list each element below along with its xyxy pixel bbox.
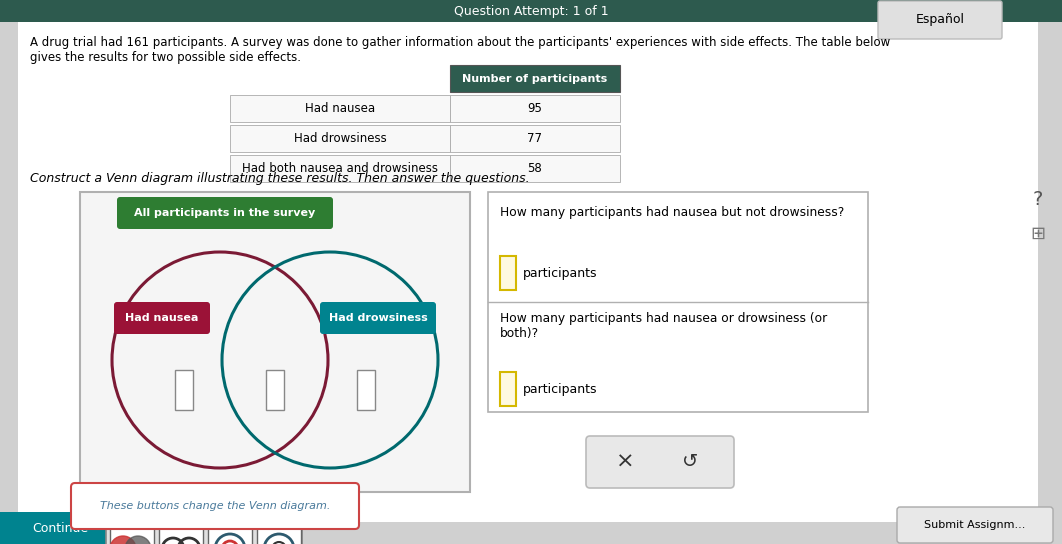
Text: Question Attempt: 1 of 1: Question Attempt: 1 of 1 [453,4,609,17]
Text: 58: 58 [528,162,543,175]
Text: Español: Español [915,14,964,27]
FancyBboxPatch shape [357,370,375,410]
Text: ?: ? [1033,190,1043,209]
FancyBboxPatch shape [450,65,620,92]
Text: How many participants had nausea or drowsiness (or
both)?: How many participants had nausea or drow… [500,312,827,340]
FancyBboxPatch shape [208,527,252,544]
FancyBboxPatch shape [230,125,450,152]
FancyBboxPatch shape [159,527,203,544]
Text: Had nausea: Had nausea [305,102,375,115]
Polygon shape [135,525,155,543]
FancyBboxPatch shape [114,302,210,334]
Text: All participants in the survey: All participants in the survey [135,208,315,218]
Text: 77: 77 [528,132,543,145]
FancyBboxPatch shape [450,95,620,122]
FancyBboxPatch shape [897,507,1054,543]
Text: Number of participants: Number of participants [462,73,607,83]
Text: Construct a Venn diagram illustrating these results. Then answer the questions.: Construct a Venn diagram illustrating th… [30,172,530,185]
Text: These buttons change the Venn diagram.: These buttons change the Venn diagram. [100,501,330,511]
FancyBboxPatch shape [586,436,734,488]
FancyBboxPatch shape [80,192,470,492]
FancyBboxPatch shape [450,155,620,182]
Text: Continue: Continue [32,522,88,535]
FancyBboxPatch shape [500,372,516,406]
Text: participants: participants [523,382,598,395]
FancyBboxPatch shape [18,22,1038,522]
FancyBboxPatch shape [489,192,868,412]
Text: How many participants had nausea but not drowsiness?: How many participants had nausea but not… [500,206,844,219]
FancyBboxPatch shape [257,527,301,544]
FancyBboxPatch shape [500,256,516,290]
FancyBboxPatch shape [320,302,436,334]
FancyBboxPatch shape [175,370,193,410]
Text: Submit Assignm...: Submit Assignm... [924,520,1026,530]
Text: ↺: ↺ [682,453,698,472]
FancyBboxPatch shape [0,512,120,544]
FancyBboxPatch shape [110,527,154,544]
Circle shape [125,536,151,544]
FancyBboxPatch shape [106,523,302,544]
FancyBboxPatch shape [450,125,620,152]
Text: Had drowsiness: Had drowsiness [328,313,427,323]
FancyBboxPatch shape [117,197,333,229]
FancyBboxPatch shape [878,1,1003,39]
Text: Had nausea: Had nausea [125,313,199,323]
Text: participants: participants [523,267,598,280]
Text: ⊞: ⊞ [1030,225,1046,243]
Circle shape [110,536,136,544]
Text: Had drowsiness: Had drowsiness [293,132,387,145]
Text: Had both nausea and drowsiness: Had both nausea and drowsiness [242,162,438,175]
Text: A drug trial had 161 participants. A survey was done to gather information about: A drug trial had 161 participants. A sur… [30,36,890,64]
FancyBboxPatch shape [71,483,359,529]
FancyBboxPatch shape [0,0,1062,22]
Text: 95: 95 [528,102,543,115]
FancyBboxPatch shape [230,95,450,122]
FancyBboxPatch shape [266,370,284,410]
FancyBboxPatch shape [230,155,450,182]
Text: ×: × [616,452,634,472]
